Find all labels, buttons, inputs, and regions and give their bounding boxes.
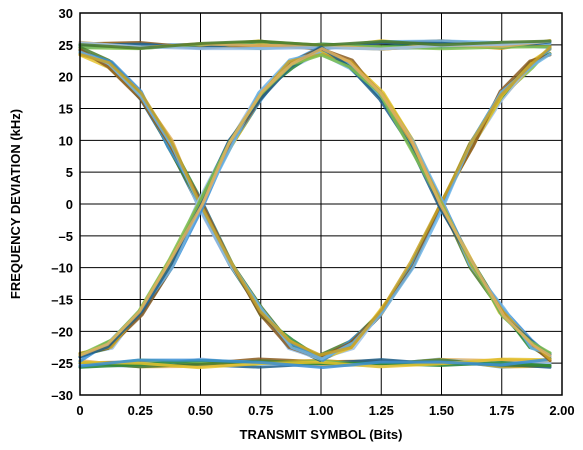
trace-low-high-low (78, 52, 552, 361)
traces (78, 39, 552, 370)
trace-high-low-high (78, 45, 552, 357)
trace-high-low-high (78, 45, 552, 357)
grid (79, 12, 563, 396)
x-tick-label: 1.00 (308, 403, 333, 418)
y-tick-label: –10 (51, 261, 73, 276)
y-tick-label: –15 (51, 293, 73, 308)
trace-low-high-low (78, 47, 552, 358)
y-tick-label: 30 (59, 6, 73, 21)
y-tick-label: –5 (59, 229, 73, 244)
trace-high-low-high (78, 50, 552, 362)
y-tick-label: 5 (66, 165, 73, 180)
y-tick-label: 15 (59, 102, 73, 117)
y-tick-label: 25 (59, 38, 73, 53)
plot-frame (79, 12, 563, 396)
y-tick-label: 20 (59, 70, 73, 85)
x-tick-labels: 0 0.25 0.50 0.75 1.00 1.25 1.50 1.75 2.00 (76, 403, 574, 418)
x-tick-label: 2.00 (549, 403, 574, 418)
y-tick-label: –25 (51, 356, 73, 371)
x-tick-label: 0 (76, 403, 83, 418)
trace-low-high-low (78, 49, 552, 363)
trace-low-high-low (78, 51, 552, 361)
x-tick-label: 1.25 (369, 403, 394, 418)
y-tick-label: –20 (51, 324, 73, 339)
trace-low-high-low (78, 51, 552, 359)
x-tick-label: 1.75 (489, 403, 514, 418)
x-tick-label: 0.25 (128, 403, 153, 418)
y-tick-label: 10 (59, 133, 73, 148)
trace-low-low (78, 357, 552, 369)
trace-high-low-high (78, 50, 552, 361)
y-tick-label: 0 (66, 197, 73, 212)
trace-high-low-high (78, 47, 552, 362)
y-axis-title: FREQUENCY DEVIATION (kHz) (8, 109, 23, 299)
x-tick-label: 1.50 (429, 403, 454, 418)
y-tick-labels: 30 25 20 15 10 5 0 –5 –10 –15 –20 –25 –30 (51, 6, 73, 403)
x-tick-label: 0.50 (188, 403, 213, 418)
trace-low-high-low (78, 46, 552, 359)
trace-low-high-low (78, 46, 552, 363)
x-axis-title: TRANSMIT SYMBOL (Bits) (240, 427, 403, 442)
trace-low-high-low (78, 53, 552, 357)
x-tick-label: 0.75 (248, 403, 273, 418)
trace-low-high-low (78, 45, 552, 359)
trace-high-high (78, 39, 552, 50)
y-tick-label: –30 (51, 388, 73, 403)
trace-low-low (78, 357, 552, 370)
trace-high-low-high (78, 51, 552, 359)
